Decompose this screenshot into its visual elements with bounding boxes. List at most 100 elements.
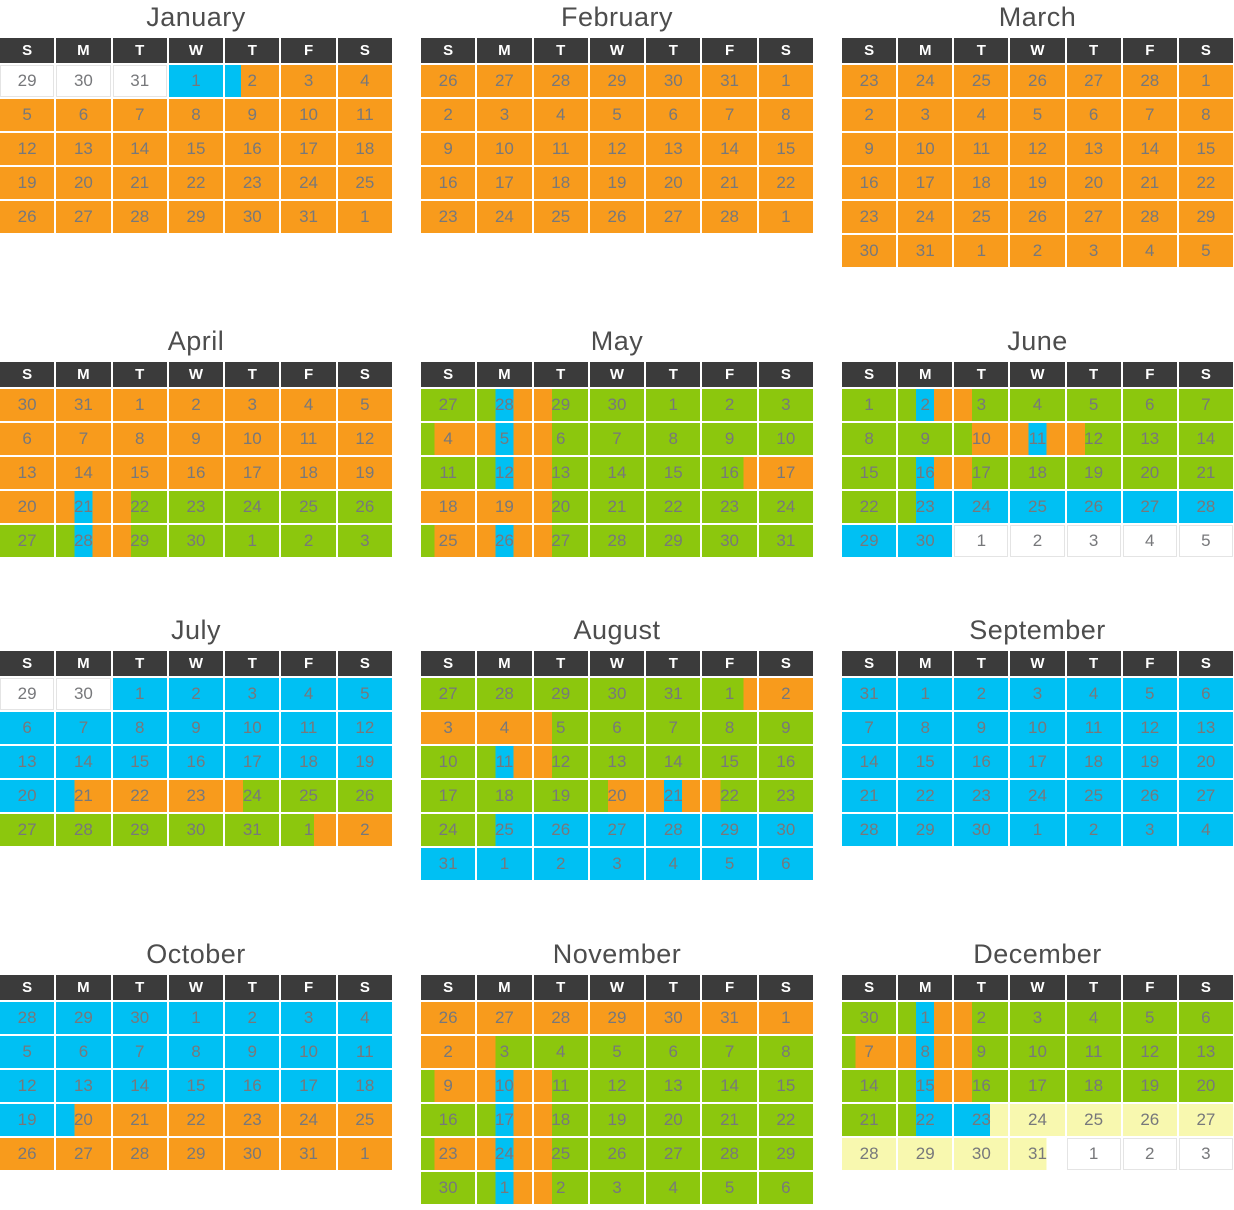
weekday-header: S: [1178, 974, 1233, 1000]
day-cell: 15: [758, 1069, 813, 1102]
day-cell: 31: [281, 1137, 336, 1170]
day-cell: 28: [477, 388, 532, 421]
day-cell: 19: [0, 1103, 55, 1136]
day-cell: 6: [1178, 1001, 1233, 1034]
day-cell: 30: [758, 814, 813, 846]
month-april: April S M T W T F S 30 31 1 2 3 4 5 6 7 8 9 10 11 12 13 14 15 16 1…: [0, 324, 392, 557]
day-cell: 27: [0, 814, 55, 846]
day-cell: 20: [1122, 456, 1177, 489]
day-cell: 2: [421, 99, 476, 131]
day-cell: 6: [1066, 99, 1121, 131]
day-cell: 4: [646, 1171, 701, 1204]
day-cell: 23: [421, 1137, 476, 1170]
day-cell: 17: [421, 780, 476, 812]
weekday-header: M: [477, 38, 532, 63]
day-cell: 12: [0, 133, 55, 165]
day-cell: 4: [1178, 814, 1233, 846]
day-cell: 21: [589, 490, 645, 523]
day-cell: 2: [281, 524, 336, 557]
day-cell: 1: [1066, 1137, 1121, 1170]
month-title: June: [1007, 325, 1068, 356]
month-january: January S M T W T F S 29 30 31 1 2 3 4 5 6 7 8 9 10 11 12 13 14 1…: [0, 0, 392, 233]
day-cell: 28: [1122, 65, 1177, 97]
weekday-header: W: [1010, 974, 1065, 1000]
weekday-header: M: [477, 974, 532, 1000]
day-cell: 17: [281, 133, 336, 165]
day-cell: 8: [898, 1035, 953, 1068]
day-cell: 16: [954, 1069, 1009, 1102]
weekday-header: T: [112, 38, 167, 63]
day-cell: 29: [702, 814, 757, 846]
weekday-header: F: [702, 361, 757, 387]
day-cell: 31: [56, 388, 111, 421]
day-cell: 29: [0, 678, 55, 710]
day-cell: 15: [842, 456, 897, 489]
day-cell: 12: [1010, 133, 1065, 165]
day-cell: 12: [589, 133, 645, 165]
day-cell: 25: [1066, 1103, 1121, 1136]
day-cell: 1: [954, 524, 1009, 557]
day-cell: 19: [1122, 1069, 1177, 1102]
day-cell: 9: [954, 712, 1009, 744]
day-cell: 17: [1010, 1069, 1065, 1102]
weekday-header: S: [758, 651, 813, 676]
day-cell: 19: [477, 490, 532, 523]
month-grid: S M T W T F S 29 30 31 1 2 3 4 5 6 7 8 9 10 11 12 13 14 15 16 17 18…: [0, 38, 392, 233]
day-cell: 26: [589, 201, 645, 233]
day-cell: 3: [954, 388, 1009, 421]
day-cell: 19: [1122, 746, 1177, 778]
day-cell: 16: [842, 167, 897, 199]
day-cell: 9: [421, 133, 476, 165]
month-grid: S M T W T F S 30 31 1 2 3 4 5 6 7 8 9 10 11 12 13 14 15 16 17 18 19…: [0, 361, 392, 557]
day-cell: 2: [1066, 814, 1121, 846]
day-cell: 25: [954, 201, 1009, 233]
day-cell: 15: [112, 746, 167, 778]
day-cell: 3: [225, 678, 280, 710]
month-grid: S M T W T F S 26 27 28 29 30 31 1 2 3 4 5 6 7 8 9 10 11 12 13 14 15…: [421, 974, 813, 1204]
day-cell: 31: [842, 678, 897, 710]
month-grid: S M T W T F S 26 27 28 29 30 31 1 2 3 4 5 6 7 8 9 10 11 12 13 14 15…: [421, 38, 813, 233]
day-cell: 23: [225, 1103, 280, 1136]
weekday-header: W: [168, 361, 224, 387]
day-cell: 19: [337, 746, 392, 778]
day-cell: 20: [1066, 167, 1121, 199]
day-cell: 13: [646, 1069, 701, 1102]
day-cell: 15: [702, 746, 757, 778]
day-cell: 28: [477, 678, 532, 710]
weekday-header: T: [646, 38, 701, 63]
day-cell: 31: [758, 524, 813, 557]
day-cell: 16: [954, 746, 1009, 778]
day-cell: 27: [477, 1001, 532, 1034]
day-cell: 7: [842, 1035, 897, 1068]
day-cell: 18: [954, 167, 1009, 199]
weekday-header: S: [842, 38, 897, 63]
day-cell: 3: [1066, 524, 1121, 557]
day-cell: 9: [758, 712, 813, 744]
day-cell: 27: [1066, 65, 1121, 97]
day-cell: 14: [646, 746, 701, 778]
day-cell: 8: [898, 712, 953, 744]
weekday-header: W: [1010, 38, 1065, 63]
day-cell: 1: [112, 678, 167, 710]
day-cell: 18: [421, 490, 476, 523]
day-cell: 24: [225, 490, 280, 523]
day-cell: 1: [898, 1001, 953, 1034]
day-cell: 12: [477, 456, 532, 489]
day-cell: 10: [281, 99, 336, 131]
month-march: March S M T W T F S 23 24 25 26 27 28 1 2 3 4 5 6 7 8 9 10 11 12 1…: [842, 0, 1233, 267]
day-cell: 3: [1066, 235, 1121, 267]
day-cell: 26: [589, 1137, 645, 1170]
day-cell: 5: [1122, 1001, 1177, 1034]
day-cell: 16: [168, 456, 224, 489]
day-cell: 22: [646, 490, 701, 523]
day-cell: 19: [1066, 456, 1121, 489]
weekday-header: F: [702, 651, 757, 676]
weekday-header: T: [954, 651, 1009, 676]
day-cell: 1: [758, 1001, 813, 1034]
day-cell: 27: [56, 201, 111, 233]
weekday-header: W: [168, 651, 224, 676]
day-cell: 1: [477, 848, 532, 880]
day-cell: 31: [421, 848, 476, 880]
day-cell: 1: [954, 235, 1009, 267]
day-cell: 15: [112, 456, 167, 489]
